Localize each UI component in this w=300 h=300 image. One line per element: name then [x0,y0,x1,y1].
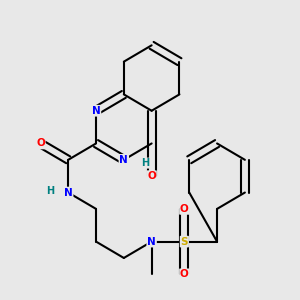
Text: O: O [36,139,45,148]
Text: O: O [180,269,189,279]
Text: O: O [180,204,189,214]
Text: N: N [119,155,128,165]
Text: S: S [181,237,188,247]
Text: N: N [147,237,156,247]
Text: N: N [64,188,73,197]
Text: N: N [92,106,100,116]
Text: O: O [147,171,156,181]
Text: H: H [141,158,149,168]
Text: H: H [46,186,54,196]
